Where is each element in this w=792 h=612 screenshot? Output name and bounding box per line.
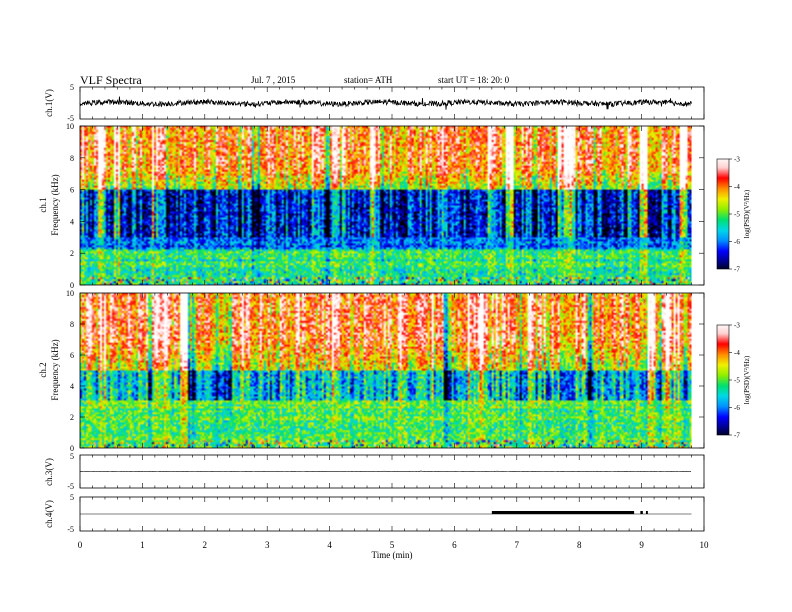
ch4-ytick-top: 5 — [70, 493, 74, 502]
xtick-label: 2 — [203, 540, 208, 550]
frequency-tick-label: 6 — [70, 351, 74, 360]
xtick-label: 8 — [577, 540, 582, 550]
frequency-tick-label: 8 — [70, 154, 74, 163]
xtick-label: 4 — [327, 540, 332, 550]
ch3-waveform-ylabel: ch.3(V) — [44, 458, 54, 486]
ch3-waveform-panel: 5 -5 ch.3(V) — [44, 452, 705, 491]
colorbar-tick-label: -7 — [734, 266, 740, 274]
ch3-waveform-trace — [79, 470, 692, 473]
ch3-ytick-bottom: -5 — [67, 482, 74, 491]
frequency-tick-label: 10 — [66, 122, 74, 131]
ch2-frequency-ylabel: Frequency (kHz) — [50, 339, 60, 400]
frequency-tick-label: 4 — [70, 217, 74, 226]
ch4-pulse-segment — [491, 511, 635, 514]
colorbar-tick-label: -4 — [734, 349, 740, 357]
colorbar-tick-label: -5 — [734, 377, 740, 385]
ch4-ytick-bottom: -5 — [67, 525, 74, 534]
ch1-waveform-panel: 5 -5 ch.1(V) — [44, 83, 705, 123]
colorbar-tick-label: -7 — [734, 432, 740, 440]
xtick-label: 3 — [265, 540, 270, 550]
xtick-label: 1 — [140, 540, 145, 550]
ch2-spectrogram-image — [80, 293, 692, 448]
ch4-waveform-panel: 5 -5 ch.4(V) — [44, 493, 705, 534]
ch1-ytick-top: 5 — [70, 83, 74, 92]
ch1-frequency-ylabel: Frequency (kHz) — [50, 174, 60, 235]
ch2-spectrogram-ticks — [79, 293, 705, 448]
ch3-waveform-ticks — [79, 455, 705, 488]
xtick-label: 5 — [390, 540, 395, 550]
ch1-waveform-ylabel: ch.1(V) — [44, 89, 54, 117]
colorbar-tick-label: -3 — [734, 322, 740, 330]
colorbar-tick-label: -6 — [734, 404, 740, 412]
date-label: Jul. 7 , 2015 — [251, 75, 296, 85]
ch1-spectrogram-panel: 0 2 4 6 8 10 ch.1 Frequency (kHz) — [38, 122, 705, 290]
time-axis-ticklabels: 0 1 2 3 4 5 6 7 8 9 10 — [78, 540, 709, 550]
ch1-waveform-trace — [79, 96, 692, 110]
ch4-pulse-segment — [645, 511, 648, 514]
frequency-tick-label: 6 — [70, 186, 74, 195]
ch4-pulse-segments — [491, 511, 648, 514]
ch2-spectrogram-yticks: 0 2 4 6 8 10 — [66, 289, 704, 453]
ch1-spectrogram-ticks — [79, 126, 705, 285]
ch1-ytick-bottom: -5 — [67, 114, 74, 123]
colorbar-tick-label: -5 — [734, 211, 740, 219]
ch1-waveform-ticks — [79, 87, 705, 119]
ch2-channel-label: ch.2 — [38, 362, 48, 377]
frequency-tick-label: 2 — [70, 413, 74, 422]
frequency-tick-label: 0 — [70, 444, 74, 453]
xtick-label: 0 — [78, 540, 83, 550]
ch2-colorbar-label: log(PSD)(V²/Hz) — [743, 355, 751, 404]
ch2-colorbar: -3 -4 -5 -6 -7 log(PSD)(V²/Hz) — [716, 322, 751, 440]
station-label: station= ATH — [344, 75, 393, 85]
xtick-label: 9 — [639, 540, 644, 550]
colorbar-tick-label: -6 — [734, 238, 740, 246]
ch4-waveform-ylabel: ch.4(V) — [44, 500, 54, 528]
ch1-colorbar-gradient — [717, 159, 729, 269]
frequency-tick-label: 8 — [70, 320, 74, 329]
ch4-pulse-segment — [640, 511, 643, 514]
frequency-tick-label: 10 — [66, 289, 74, 298]
ch2-colorbar-gradient — [717, 325, 729, 435]
time-axis-label: Time (min) — [372, 550, 413, 560]
ch1-colorbar: -3 -4 -5 -6 -7 log(PSD)(V²/Hz) — [716, 156, 751, 274]
ch1-spectrogram-yticks: 0 2 4 6 8 10 — [66, 122, 704, 290]
ch1-colorbar-label: log(PSD)(V²/Hz) — [743, 189, 751, 238]
colorbar-tick-label: -4 — [734, 183, 740, 191]
ch1-colorbar-ticks: -3 -4 -5 -6 -7 — [729, 156, 740, 274]
ch1-spectrogram-image — [80, 126, 692, 285]
ch1-channel-label: ch.1 — [38, 197, 48, 212]
frequency-tick-label: 4 — [70, 382, 74, 391]
ch2-spectrogram-panel: 0 2 4 6 8 10 ch.2 Frequency (kHz) — [38, 289, 705, 453]
start-time-label: start UT = 18: 20: 0 — [438, 75, 510, 85]
ch3-ytick-top: 5 — [70, 452, 74, 461]
colorbar-tick-label: -3 — [734, 156, 740, 164]
frequency-tick-label: 2 — [70, 249, 74, 258]
xtick-label: 6 — [452, 540, 457, 550]
frequency-tick-label: 0 — [70, 281, 74, 290]
ch4-waveform-ticks — [79, 497, 705, 531]
figure-title: VLF Spectra — [80, 73, 142, 87]
xtick-label: 7 — [515, 540, 520, 550]
xtick-label: 10 — [700, 540, 710, 550]
ch2-colorbar-ticks: -3 -4 -5 -6 -7 — [729, 322, 740, 440]
